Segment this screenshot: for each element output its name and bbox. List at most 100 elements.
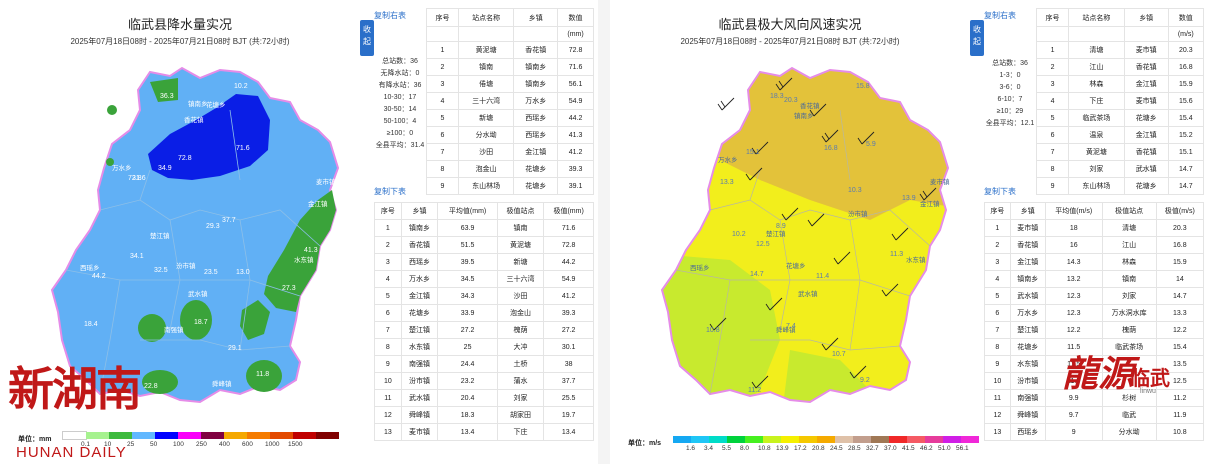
map-label: 水东镇: [906, 255, 926, 264]
map-value: 11.3: [890, 251, 903, 258]
table-cell: 34.5: [437, 270, 498, 288]
table-row: 3 倦塘 镇南乡 56.1: [426, 75, 594, 93]
legend-tick: 56.1: [956, 445, 969, 452]
map-value: 18.4: [84, 321, 98, 328]
table-cell: 15.1: [1167, 143, 1205, 161]
map-value: 10.7: [832, 351, 846, 358]
table-cell: 6: [984, 304, 1011, 322]
rain-copy-bottom-table-link[interactable]: 复制下表: [374, 187, 406, 196]
legend-swatch: [270, 432, 293, 439]
rain-stats-summary: 总站数：36 无降水站：0 有降水站：36 10-30：17 30-50：14 …: [374, 56, 426, 152]
table-row: 4 万水乡 34.5 三十六湾 54.9: [374, 270, 594, 288]
legend-swatch: [961, 436, 979, 443]
table-row: 5 金江镇 34.3 沙田 41.2: [374, 287, 594, 305]
table-row: 8 泡金山 花塘乡 39.3: [426, 160, 594, 178]
table-cell: 临武茶场: [1068, 109, 1125, 127]
table-cell: 槐荫: [1101, 321, 1157, 339]
wind-collapse-button[interactable]: 收起: [970, 20, 984, 56]
table-cell: 72.8: [557, 41, 594, 59]
map-value: 15.1: [746, 149, 760, 156]
legend-unit-label: 单位：m/s: [628, 440, 662, 447]
watermark-linwu: 临武: [1130, 368, 1170, 390]
table-cell: 6: [374, 304, 402, 322]
map-value: 34.9: [158, 165, 172, 172]
wind-town-table: 序号 乡镇 平均值(m/s) 极值站点 极值(m/s) 1 麦市镇 18 清塘 20.3…: [984, 202, 1205, 441]
rain-light-area-south: [240, 300, 270, 340]
rain-light-area-north: [150, 78, 178, 102]
table-cell: 3: [1035, 75, 1070, 93]
table-cell: 13.4: [543, 423, 594, 441]
table-row: 8 花塘乡 11.5 临武茶场 15.4: [984, 338, 1205, 356]
table-cell: 花塘乡: [1123, 177, 1169, 195]
table-cell: 万水乡: [513, 92, 559, 110]
map-label: 麦市镇: [316, 177, 336, 186]
table-cell: 34.3: [437, 287, 498, 305]
table-cell: 镇南乡: [513, 75, 559, 93]
table-row: 13 麦市镇 13.4 下庄 13.4: [374, 423, 594, 441]
table-cell: 2: [426, 58, 459, 76]
legend-tick: 10.8: [758, 445, 771, 452]
legend-swatch: [132, 432, 155, 439]
table-cell: 14.7: [1155, 287, 1205, 305]
table-cell: 39.3: [543, 304, 594, 322]
table-cell: 56.1: [557, 75, 594, 93]
map-value: 36.3: [160, 93, 174, 100]
map-value: 11.4: [816, 273, 829, 280]
wind-stats-summary: 总站数：36 1-3：0 3-6：0 6-10：7 ≥10：29 全县平均：12…: [984, 58, 1036, 130]
table-row: 3 西瑶乡 39.5 新塘 44.2: [374, 253, 594, 271]
table-cell: 汾市镇: [1009, 372, 1046, 390]
table-cell: 16.8: [1155, 236, 1205, 254]
rain-town-table: 序号 乡镇 平均值(mm) 极值站点 极值(mm) 1 镇南乡 63.9 镇南 71.6…: [374, 202, 594, 441]
map-label: 万水乡: [112, 163, 132, 172]
map-value: 16.8: [824, 145, 838, 152]
legend-tick: 1500: [288, 441, 303, 448]
table-cell: 万水洞水库: [1101, 304, 1157, 322]
table-cell: 3: [374, 253, 402, 271]
table-cell: 5: [984, 287, 1011, 305]
table-cell: 9: [426, 177, 459, 195]
table-cell: 10: [374, 372, 402, 390]
table-header: 乡镇: [1009, 202, 1046, 220]
map-value: 22.8: [144, 383, 158, 390]
table-cell: 3: [984, 253, 1011, 271]
rain-light-dot-2: [106, 158, 114, 166]
table-cell: 27.2: [543, 321, 594, 339]
table-cell: 金江镇: [400, 287, 439, 305]
table-cell: 西瑶乡: [1009, 423, 1046, 441]
map-label: 西瑶乡: [690, 264, 710, 272]
table-cell: 13: [374, 423, 402, 441]
legend-swatch: [673, 436, 691, 443]
rain-station-table: 序号 站点名称 乡镇 数值 (mm) 1 黄泥塘 香花镇 72.8 2 镇南 镇南乡 71.6…: [426, 8, 594, 195]
table-cell: 麦市镇: [1123, 41, 1169, 59]
table-cell: 14.7: [1167, 160, 1205, 178]
wind-copy-bottom-table-link[interactable]: 复制下表: [984, 187, 1016, 196]
wind-copy-right-table-link[interactable]: 复制右表: [984, 11, 1016, 20]
rain-copy-right-table-link[interactable]: 复制右表: [374, 11, 406, 20]
legend-swatch: [745, 436, 763, 443]
table-header: 乡镇: [400, 202, 439, 220]
rain-light-spot-4: [142, 370, 178, 394]
map-label: 水东镇: [294, 255, 314, 264]
table-cell: 武水镇: [1009, 287, 1046, 305]
table-cell: 3: [426, 75, 459, 93]
table-cell: 泡金山: [457, 160, 515, 178]
stat-line: 50-100：4: [383, 118, 417, 125]
stat-line: 无降水站：0: [380, 70, 420, 77]
rain-collapse-button[interactable]: 收起: [360, 20, 374, 56]
table-cell: 15.6: [1167, 92, 1205, 110]
table-row: 1 清塘 麦市镇 20.3: [1035, 41, 1205, 59]
table-cell: 1: [1035, 41, 1070, 59]
table-cell: 5: [374, 287, 402, 305]
table-cell: 2: [984, 236, 1011, 254]
map-value: 9.2: [860, 377, 870, 384]
map-value: 12.5: [756, 241, 770, 248]
table-cell: 1: [374, 219, 402, 237]
table-row: 2 江山 香花镇 16.8: [1035, 58, 1205, 76]
wind-map-values: 18.3 15.1 16.8 13.3 10.2 8.9 10.3 14.7 1…: [706, 83, 916, 394]
table-cell: 2: [374, 236, 402, 254]
map-label: 舜峰镇: [212, 379, 232, 388]
table-cell: 10.8: [1155, 423, 1205, 441]
table-cell: 东山林场: [457, 177, 515, 195]
table-cell: 5: [426, 109, 459, 127]
table-cell: 楚江镇: [1009, 321, 1046, 339]
